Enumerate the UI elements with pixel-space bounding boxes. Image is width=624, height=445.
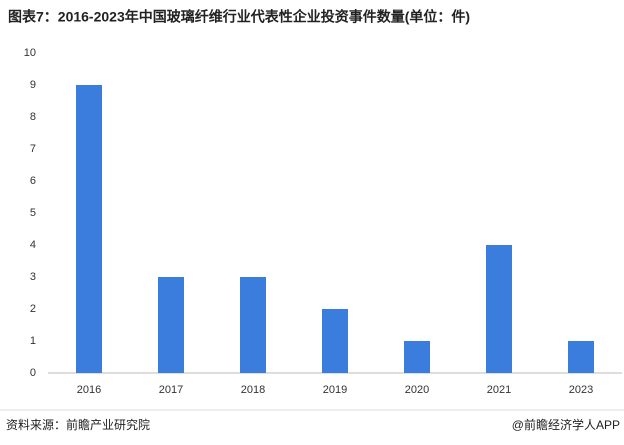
credit: @前瞻经济学人APP	[512, 417, 620, 432]
bar	[404, 341, 430, 373]
y-tick-label: 5	[30, 207, 36, 219]
x-tick-label: 2018	[241, 384, 265, 396]
y-tick-label: 7	[30, 143, 36, 155]
bar	[322, 309, 348, 373]
x-tick-label: 2016	[77, 384, 101, 396]
y-tick-label: 8	[30, 111, 36, 123]
y-tick-label: 1	[30, 335, 36, 347]
y-tick-label: 2	[30, 303, 36, 315]
bar	[240, 277, 266, 373]
x-tick-label: 2020	[405, 384, 429, 396]
x-tick-label: 2017	[159, 384, 183, 396]
bar	[76, 85, 102, 373]
bar	[568, 341, 594, 373]
y-tick-label: 10	[24, 47, 36, 59]
y-tick-label: 3	[30, 271, 36, 283]
bar	[158, 277, 184, 373]
y-tick-label: 9	[30, 79, 36, 91]
y-tick-label: 0	[30, 367, 36, 379]
y-tick-label: 6	[30, 175, 36, 187]
x-tick-label: 2019	[323, 384, 347, 396]
chart-title: 图表7：2016-2023年中国玻璃纤维行业代表性企业投资事件数量(单位：件)	[8, 9, 470, 25]
source: 资料来源：前瞻产业研究院	[6, 417, 150, 432]
bar	[486, 245, 512, 373]
y-tick-label: 4	[30, 239, 36, 251]
x-tick-label: 2023	[569, 384, 593, 396]
x-tick-label: 2021	[487, 384, 511, 396]
